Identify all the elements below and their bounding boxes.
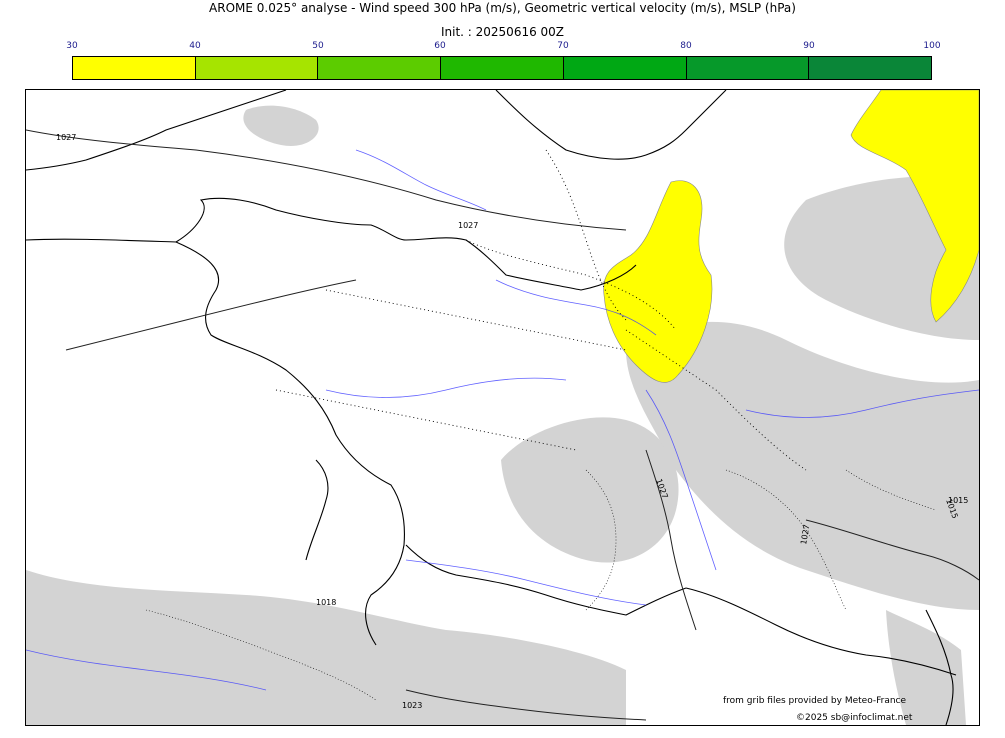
wind-speed-areas [603,90,979,383]
colorbar-segment [686,57,810,79]
vertical-velocity-contours [145,469,937,701]
coastlines [26,90,957,725]
wind-speed-colorbar [72,56,932,80]
isobar-label: 1023 [402,701,422,710]
colorbar-segment [809,57,932,79]
map-canvas: 1027 1027 1027 1027 1015 1015 1018 1023 [26,90,979,725]
isobar-label: 1027 [799,524,811,546]
colorbar-tick: 40 [189,41,201,51]
colorbar-tick: 90 [803,41,815,51]
colorbar-segment [73,57,196,79]
colorbar-tick: 100 [923,41,941,51]
rivers [26,149,979,691]
isobars [26,129,979,721]
init-time: Init. : 20250616 00Z [440,25,565,39]
map-title: AROME 0.025° analyse - Wind speed 300 hP… [209,1,796,15]
colorbar-ticks: 30 40 50 60 70 80 90 100 [66,41,940,53]
copyright-credit: ©2025 sb@infoclimat.net [796,713,913,723]
colorbar-tick: 30 [66,41,78,51]
colorbar-tick: 80 [680,41,692,51]
borders [275,149,807,471]
source-credit: from grib files provided by Meteo-France [723,696,907,706]
colorbar-tick: 70 [557,41,569,51]
isobar-label: 1018 [316,598,336,607]
colorbar-tick: 50 [312,41,324,51]
colorbar-segment [318,57,442,79]
weather-map[interactable]: 1027 1027 1027 1027 1015 1015 1018 1023 [25,89,980,726]
isobar-label: 1027 [56,133,76,142]
colorbar-segment [195,57,319,79]
isobar-label: 1015 [948,496,968,505]
colorbar-segment [563,57,687,79]
colorbar-segment [441,57,564,79]
isobar-label: 1027 [458,221,478,230]
colorbar-tick: 60 [434,41,446,51]
